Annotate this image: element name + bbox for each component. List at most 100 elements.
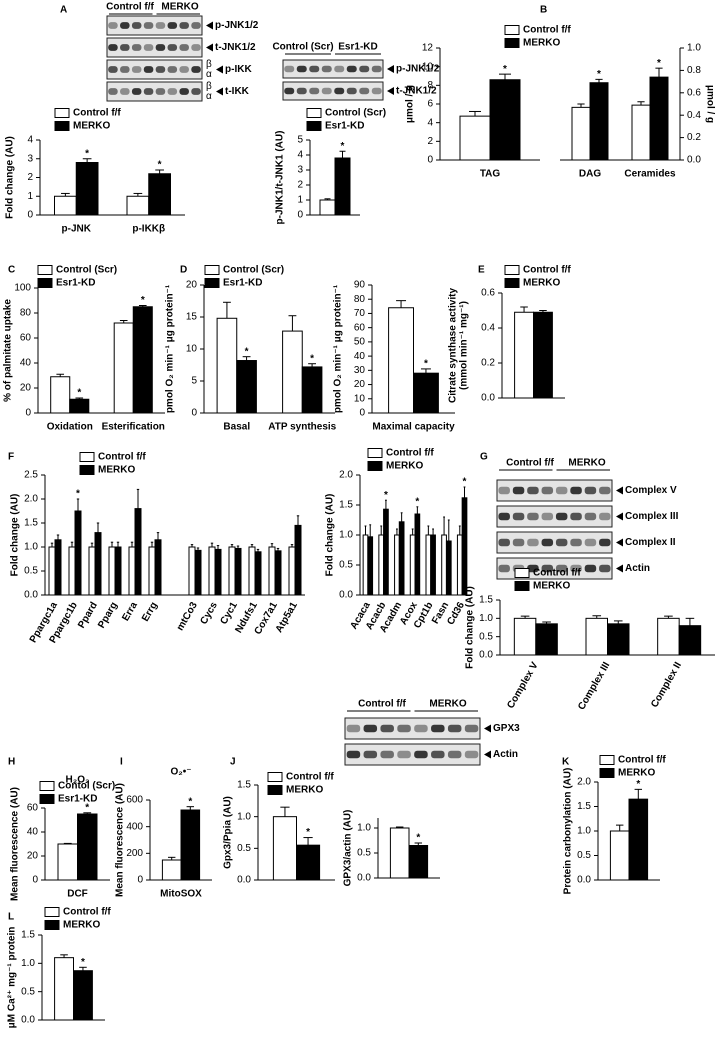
arrow [387,65,394,73]
blot-band [155,66,166,73]
bar [50,376,71,414]
x-tick-label: Pparg [96,600,120,630]
bar [301,366,323,414]
legend-entry: Control f/f [533,568,581,579]
blot-band [584,512,597,521]
blot-label: Complex II [625,537,676,548]
significance-star: * [85,148,89,159]
bar [54,539,62,596]
y-tick-label: 200 [126,848,143,859]
blot-band [584,486,597,495]
arrow [616,564,623,573]
significance-star: * [85,802,89,813]
legend-entry: MERKO [98,465,135,476]
blot-band [108,22,118,29]
y-axis-label: GPX3/actin (AU) [343,810,354,887]
bar [628,798,649,881]
bar [126,195,150,216]
bar [657,617,680,656]
legend-entry: Control f/f [98,452,146,463]
legend-entry: MERKO [523,278,560,289]
panel-letter: J [230,757,236,768]
bar [461,497,468,596]
blot-image [106,15,203,36]
y-tick-label: 0.0 [237,875,251,886]
y-tick-label: 600 [126,795,143,806]
x-tick-label: Esterification [102,422,165,433]
blot-band [512,538,525,547]
legend-swatch [54,121,70,131]
blot-band [371,87,382,95]
blot-band [108,66,118,73]
isoform-label: α [206,91,212,102]
panel-letter: H [8,757,15,768]
y-tick-label: 1.5 [24,518,38,529]
y-axis-label: μM Ca²⁺ mg⁻¹ protein [7,927,18,1029]
y-tick-label: 1.0 [21,958,35,969]
y-tick-label: 0 [25,408,31,419]
y-axis-label: Fold change (AU) [10,494,21,577]
bar [57,843,78,881]
blot-header: Control f/f [358,699,406,710]
bar [571,106,591,161]
bar [208,546,216,596]
y-tick-label: 12 [422,43,434,54]
panel-letter: G [480,452,488,463]
arrow [484,750,491,759]
bar [378,534,385,596]
legend-swatch [54,108,70,118]
y-tick-label: 0.5 [237,843,251,854]
bar [254,551,262,596]
y-tick-label: 2.0 [339,470,353,481]
blot-header: MERKO [568,458,605,469]
bar [389,827,410,879]
y-axis-label: Gpx3/Ppia (AU) [223,796,234,869]
blot-band [179,66,189,73]
bar [288,546,296,596]
legend-entry: Control f/f [286,772,334,783]
y-tick-label: 0.4 [687,110,701,121]
blot-band [179,88,189,95]
legend-entry: MERKO [386,461,423,472]
blot-band [143,44,154,51]
y-tick-label: 90 [354,280,366,291]
bar [535,623,558,656]
bar [214,548,222,596]
blot-label: Complex V [625,485,677,496]
y-tick-label: 20 [186,280,198,291]
y-axis-label: Citrate synthase activity [448,288,459,403]
x-tick-label: TAG [480,169,501,180]
arrow [206,43,213,52]
bar [228,546,236,596]
legend-entry: Control f/f [523,25,571,36]
significance-star: * [310,353,314,364]
significance-star: * [306,827,310,838]
y-tick-label: 0.5 [24,566,38,577]
legend-entry: MERKO [286,785,323,796]
x-tick-label: MitoSOX [160,889,202,900]
blot-band [570,486,582,495]
x-tick-label: Oxidation [47,422,93,433]
y-tick-label: 1.0 [24,542,38,553]
blot-band [555,486,568,495]
y-tick-label: 0.0 [687,155,701,166]
y-tick-label: 8 [427,80,433,91]
y-tick-label: 1.5 [577,801,591,812]
y-tick-label: 30 [354,365,366,376]
y-tick-label: 1.5 [479,595,493,606]
arrow [616,538,623,547]
bar [161,859,182,881]
legend-swatch [44,920,60,930]
y-tick-label: 0.8 [687,65,701,76]
blot-band [155,22,166,29]
legend-entry: Control f/f [386,448,434,459]
y-tick-label: 0.0 [357,873,371,884]
y-tick-label: 0.4 [481,323,495,334]
y-tick-label: 5 [297,135,303,146]
y-tick-label: 15 [186,312,198,323]
arrow [616,486,623,495]
panel-letter: C [8,265,15,276]
panel-letter: F [8,452,14,463]
bar [194,549,202,596]
blot-band [321,65,332,73]
